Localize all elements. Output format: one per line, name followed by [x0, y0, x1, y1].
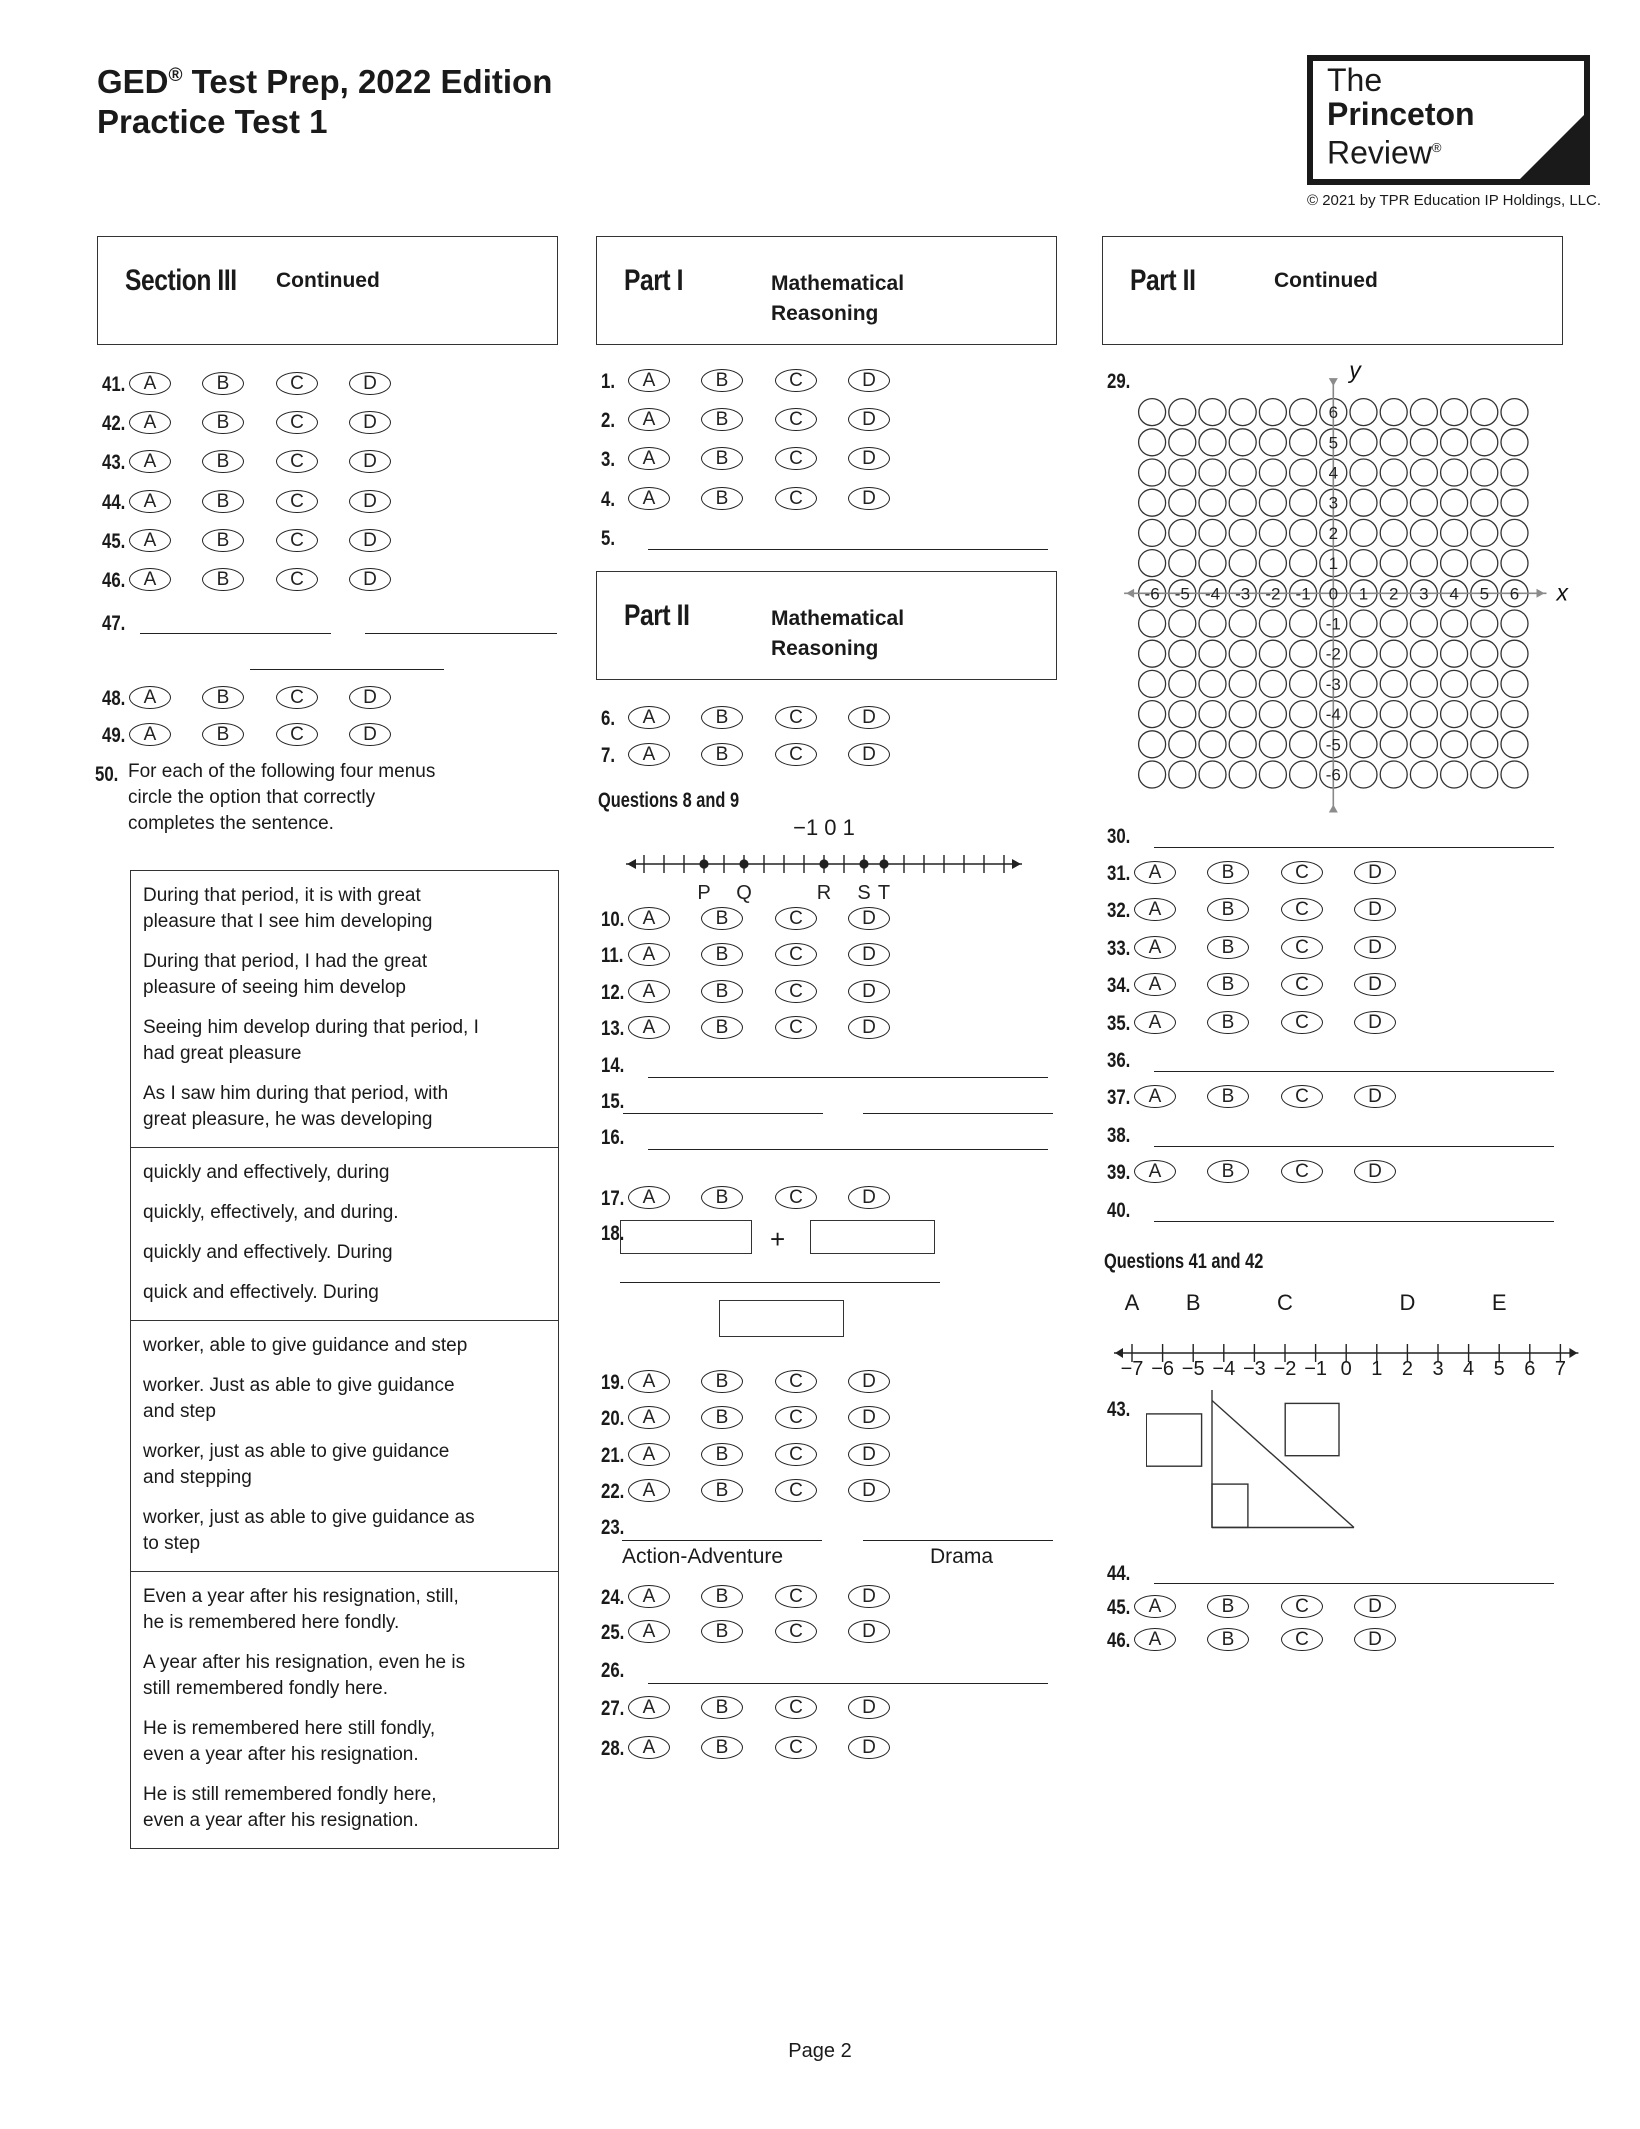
svg-text:2: 2 — [1328, 524, 1337, 543]
svg-text:5: 5 — [1479, 584, 1488, 603]
svg-text:1: 1 — [1328, 554, 1337, 573]
svg-text:-1: -1 — [1295, 584, 1310, 603]
svg-text:5: 5 — [1328, 433, 1337, 452]
svg-text:6: 6 — [1328, 403, 1337, 422]
svg-text:3: 3 — [1419, 584, 1428, 603]
svg-text:-6: -6 — [1144, 584, 1159, 603]
svg-text:-5: -5 — [1174, 584, 1189, 603]
svg-text:4: 4 — [1449, 584, 1458, 603]
svg-text:-3: -3 — [1325, 675, 1340, 694]
svg-text:3: 3 — [1328, 493, 1337, 512]
svg-text:4: 4 — [1328, 463, 1337, 482]
svg-text:-5: -5 — [1325, 735, 1340, 754]
svg-text:-2: -2 — [1325, 644, 1340, 663]
svg-text:2: 2 — [1389, 584, 1398, 603]
svg-text:-3: -3 — [1235, 584, 1250, 603]
svg-text:x: x — [1555, 579, 1569, 605]
svg-text:y: y — [1347, 357, 1362, 383]
svg-text:S: S — [857, 882, 870, 904]
svg-text:-4: -4 — [1205, 584, 1220, 603]
svg-text:6: 6 — [1509, 584, 1518, 603]
svg-text:Q: Q — [736, 882, 752, 904]
svg-text:P: P — [697, 882, 710, 904]
svg-text:R: R — [817, 882, 831, 904]
svg-text:0: 0 — [1328, 584, 1337, 603]
svg-text:-1: -1 — [1325, 614, 1340, 633]
svg-text:T: T — [878, 882, 890, 904]
svg-text:-2: -2 — [1265, 584, 1280, 603]
svg-text:1: 1 — [1358, 584, 1367, 603]
svg-text:-4: -4 — [1325, 705, 1340, 724]
svg-text:-6: -6 — [1325, 765, 1340, 784]
